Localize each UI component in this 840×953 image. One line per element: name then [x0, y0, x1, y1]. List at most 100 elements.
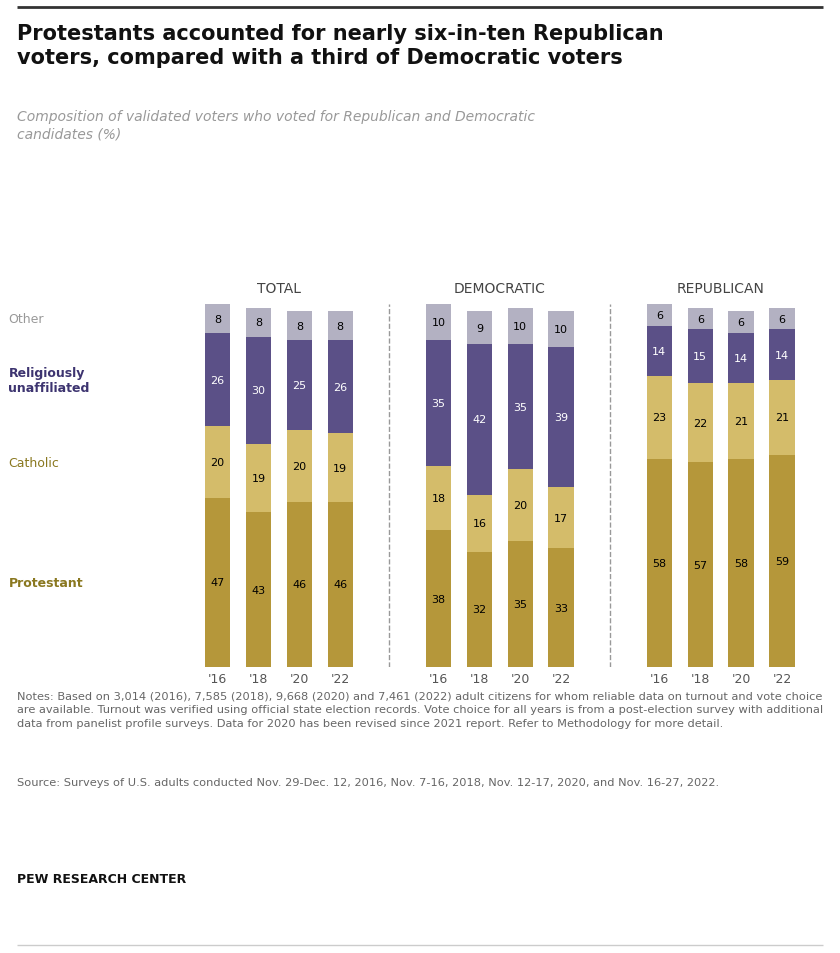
Bar — [549, 348, 574, 488]
Text: 6: 6 — [779, 314, 785, 324]
Bar — [769, 309, 795, 330]
Bar — [246, 309, 271, 337]
Bar — [426, 305, 451, 341]
Bar — [549, 313, 574, 348]
Bar — [507, 344, 533, 470]
Text: Composition of validated voters who voted for Republican and Democratic
candidat: Composition of validated voters who vote… — [17, 110, 535, 141]
Text: 39: 39 — [554, 413, 568, 423]
Bar — [426, 341, 451, 466]
Bar — [205, 498, 230, 667]
Text: 57: 57 — [693, 560, 707, 570]
Text: 23: 23 — [653, 413, 666, 423]
Text: 20: 20 — [513, 500, 528, 511]
Text: 20: 20 — [292, 461, 307, 472]
Text: 14: 14 — [653, 347, 666, 356]
Text: 32: 32 — [472, 605, 486, 615]
Text: 14: 14 — [775, 350, 789, 360]
Bar — [647, 305, 672, 327]
Bar — [728, 334, 753, 384]
Text: 6: 6 — [656, 311, 663, 321]
Text: 46: 46 — [333, 579, 347, 590]
Bar — [549, 549, 574, 667]
Text: Protestants accounted for nearly six-in-ten Republican
voters, compared with a t: Protestants accounted for nearly six-in-… — [17, 24, 664, 68]
Text: 10: 10 — [432, 318, 445, 328]
Text: Other: Other — [8, 313, 44, 326]
Text: 18: 18 — [432, 494, 445, 503]
Bar — [205, 305, 230, 334]
Text: 35: 35 — [513, 599, 528, 609]
Bar — [728, 384, 753, 459]
Text: 22: 22 — [693, 418, 707, 428]
Bar — [328, 341, 353, 434]
Bar — [647, 459, 672, 667]
Text: 10: 10 — [554, 325, 568, 335]
Bar — [507, 470, 533, 541]
Text: REPUBLICAN: REPUBLICAN — [677, 282, 764, 296]
Bar — [286, 502, 312, 667]
Bar — [205, 334, 230, 427]
Text: Source: Surveys of U.S. adults conducted Nov. 29-Dec. 12, 2016, Nov. 7-16, 2018,: Source: Surveys of U.S. adults conducted… — [17, 777, 719, 786]
Text: 21: 21 — [775, 413, 789, 423]
Text: 35: 35 — [432, 398, 445, 409]
Bar — [467, 553, 492, 667]
Bar — [286, 431, 312, 502]
Text: 20: 20 — [211, 457, 224, 468]
Text: 16: 16 — [472, 518, 486, 529]
Text: 35: 35 — [513, 402, 528, 412]
Bar — [507, 309, 533, 344]
Bar — [328, 313, 353, 341]
Text: 10: 10 — [513, 321, 528, 332]
Text: 38: 38 — [432, 594, 445, 604]
Text: 58: 58 — [734, 558, 748, 568]
Text: 8: 8 — [296, 321, 303, 332]
Bar — [246, 513, 271, 667]
Text: 42: 42 — [472, 415, 486, 425]
Text: 15: 15 — [693, 352, 707, 362]
Bar — [688, 384, 713, 463]
Bar — [688, 463, 713, 667]
Text: 33: 33 — [554, 603, 568, 613]
Text: 6: 6 — [696, 314, 704, 324]
Bar — [647, 376, 672, 459]
Text: 26: 26 — [333, 382, 347, 393]
Bar — [328, 434, 353, 502]
Text: 26: 26 — [211, 375, 224, 385]
Text: 58: 58 — [653, 558, 666, 568]
Bar — [728, 459, 753, 667]
Text: TOTAL: TOTAL — [257, 282, 301, 296]
Bar — [286, 313, 312, 341]
Text: 9: 9 — [475, 323, 483, 334]
Text: 8: 8 — [337, 321, 344, 332]
Bar — [688, 309, 713, 330]
Text: 46: 46 — [292, 579, 307, 590]
Text: 21: 21 — [734, 416, 748, 427]
Text: 43: 43 — [251, 585, 265, 595]
Bar — [205, 427, 230, 498]
Bar — [328, 502, 353, 667]
Text: 19: 19 — [251, 474, 265, 484]
Bar — [688, 330, 713, 384]
Text: Religiously
unaffiliated: Religiously unaffiliated — [8, 366, 90, 395]
Text: 25: 25 — [292, 380, 307, 391]
Text: 14: 14 — [734, 354, 748, 364]
Text: 59: 59 — [775, 557, 789, 566]
Bar — [647, 327, 672, 376]
Text: 8: 8 — [214, 314, 221, 324]
Text: 17: 17 — [554, 514, 568, 523]
Text: DEMOCRATIC: DEMOCRATIC — [454, 282, 546, 296]
Bar — [246, 337, 271, 445]
Bar — [549, 488, 574, 549]
Bar — [507, 541, 533, 667]
Bar — [769, 456, 795, 667]
Bar — [286, 341, 312, 431]
Bar — [426, 531, 451, 667]
Text: Protestant: Protestant — [8, 577, 83, 589]
Text: Notes: Based on 3,014 (2016), 7,585 (2018), 9,668 (2020) and 7,461 (2022) adult : Notes: Based on 3,014 (2016), 7,585 (201… — [17, 691, 823, 728]
Bar — [728, 313, 753, 334]
Text: 30: 30 — [251, 386, 265, 396]
Text: 19: 19 — [333, 463, 347, 473]
Text: 6: 6 — [738, 318, 745, 328]
Bar — [246, 445, 271, 513]
Bar — [467, 344, 492, 495]
Text: 8: 8 — [255, 318, 262, 328]
